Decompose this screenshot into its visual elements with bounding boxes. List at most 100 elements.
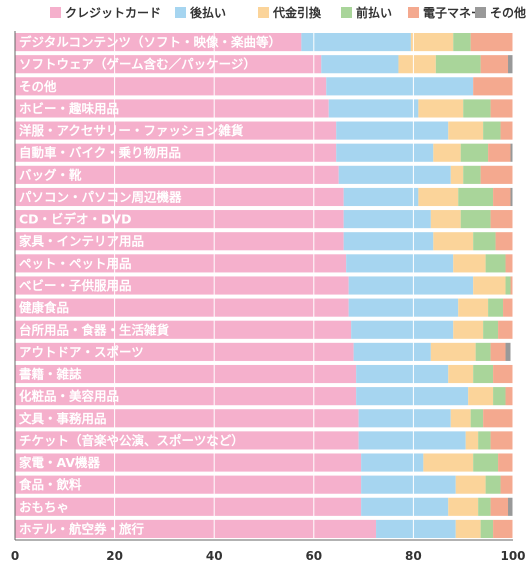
legend-label: 後払い [190, 5, 226, 20]
bar-segment [15, 165, 339, 184]
legend-item: 電子マネー [408, 6, 483, 20]
bar-segment [358, 431, 466, 450]
bar-segment [15, 33, 302, 52]
bar-segment [343, 232, 434, 251]
bar-segment [15, 55, 322, 74]
legend-label: その他 [490, 5, 526, 20]
x-tick-label: 60 [305, 549, 322, 563]
bar-segment [398, 55, 436, 74]
bar-segment [468, 387, 494, 406]
bar-segment [483, 121, 501, 140]
bar-segment [470, 409, 484, 428]
bar-segment [15, 364, 357, 384]
bar-row: 健康食品 [15, 298, 513, 317]
bar-segment [450, 409, 471, 428]
legend-item: 前払い [341, 5, 392, 20]
bar-segment [500, 121, 513, 140]
bar-segment [498, 320, 513, 339]
bar-segment [490, 342, 506, 361]
bar-segment [410, 33, 454, 52]
bar-segment [483, 320, 499, 339]
bar-segment [15, 187, 344, 207]
bar-segment [328, 99, 419, 118]
bar-segment [343, 210, 431, 229]
bar-row: ペット・ペット用品 [15, 254, 513, 273]
bar-segment [15, 121, 337, 140]
bar-segment [435, 55, 481, 74]
bar-row: 家具・インテリア用品 [15, 232, 513, 251]
bar-segment [505, 276, 511, 295]
bar-segment [475, 342, 491, 361]
x-tick-label: 80 [405, 549, 422, 563]
bar-segment [433, 143, 461, 162]
bar-segment [348, 276, 474, 295]
bar-segment [488, 143, 511, 162]
bar-segment [15, 276, 349, 295]
category-label: バッグ・靴 [19, 167, 82, 182]
category-label: 健康食品 [19, 300, 69, 315]
bar-row: 自動車・バイク・乗り物用品 [15, 143, 513, 162]
bar-segment [505, 254, 513, 273]
bar-segment [478, 431, 491, 450]
bar-segment [490, 431, 513, 450]
bar-segment [15, 254, 347, 273]
bar-row: 文具・事務用品 [15, 409, 513, 428]
bar-segment [453, 254, 486, 273]
bar-row: チケット（音楽や公演、スポーツなど） [15, 431, 513, 450]
legend-swatch [408, 7, 419, 18]
bar-row: 書籍・雑誌 [15, 364, 513, 384]
bar-segment [361, 453, 424, 472]
x-tick-label: 100 [500, 549, 525, 563]
bar-row: ソフトウェア（ゲーム含む／パッケージ） [15, 55, 513, 74]
bar-segment [418, 187, 459, 207]
bar-segment [418, 99, 464, 118]
bar-row: おもちゃ [15, 497, 513, 516]
category-label: デジタルコンテンツ（ソフト・映像・楽曲等） [19, 35, 281, 50]
bar-segment [346, 254, 454, 273]
bar-segment [15, 497, 362, 516]
bar-segment [503, 298, 513, 317]
bar-segment [485, 475, 501, 494]
category-label: 食品・飲料 [18, 477, 82, 492]
bar-segment [460, 143, 489, 162]
category-label: 台所用品・食器・生活雑貨 [19, 322, 170, 337]
bar-segment [480, 519, 494, 538]
category-label: その他 [19, 79, 57, 94]
category-label: 書籍・雑誌 [19, 367, 82, 382]
bar-segment [15, 342, 354, 361]
category-label: CD・ビデオ・DVD [19, 212, 131, 227]
bar-segment [470, 33, 513, 52]
bar-segment [453, 33, 471, 52]
category-label: おもちゃ [19, 499, 69, 514]
legend-swatch [475, 7, 486, 18]
bar-segment [493, 187, 511, 207]
bar-row: ホビー・趣味用品 [15, 99, 513, 118]
bar-segment [493, 364, 513, 384]
bar-segment [490, 210, 513, 229]
bar-segment [376, 519, 456, 538]
x-tick-label: 0 [11, 549, 19, 563]
legend-item: クレジットカード [50, 6, 161, 20]
bar-segment [473, 453, 499, 472]
bar-segment [15, 320, 352, 339]
legend-swatch [258, 7, 269, 18]
category-label: ソフトウェア（ゲーム含む／パッケージ） [19, 57, 256, 72]
bar-row: 台所用品・食器・生活雑貨 [15, 320, 513, 339]
bar-row: ベビー・子供服用品 [15, 276, 513, 295]
bar-segment [485, 254, 506, 273]
bar-row: その他 [15, 77, 513, 96]
bar-segment [453, 320, 484, 339]
bar-segment [15, 519, 377, 538]
bar-segment [508, 497, 513, 516]
bar-segment [493, 387, 506, 406]
category-label: 化粧品・美容用品 [19, 389, 119, 404]
bar-segment [508, 55, 513, 74]
bar-row: 化粧品・美容用品 [15, 387, 513, 406]
bar-segment [361, 497, 449, 516]
bar-segment [448, 121, 484, 140]
legend-label: 代金引換 [272, 5, 322, 20]
bar-segment [348, 298, 459, 317]
bar-segment [353, 342, 431, 361]
bar-segment [15, 143, 337, 162]
bar-segment [15, 431, 359, 450]
